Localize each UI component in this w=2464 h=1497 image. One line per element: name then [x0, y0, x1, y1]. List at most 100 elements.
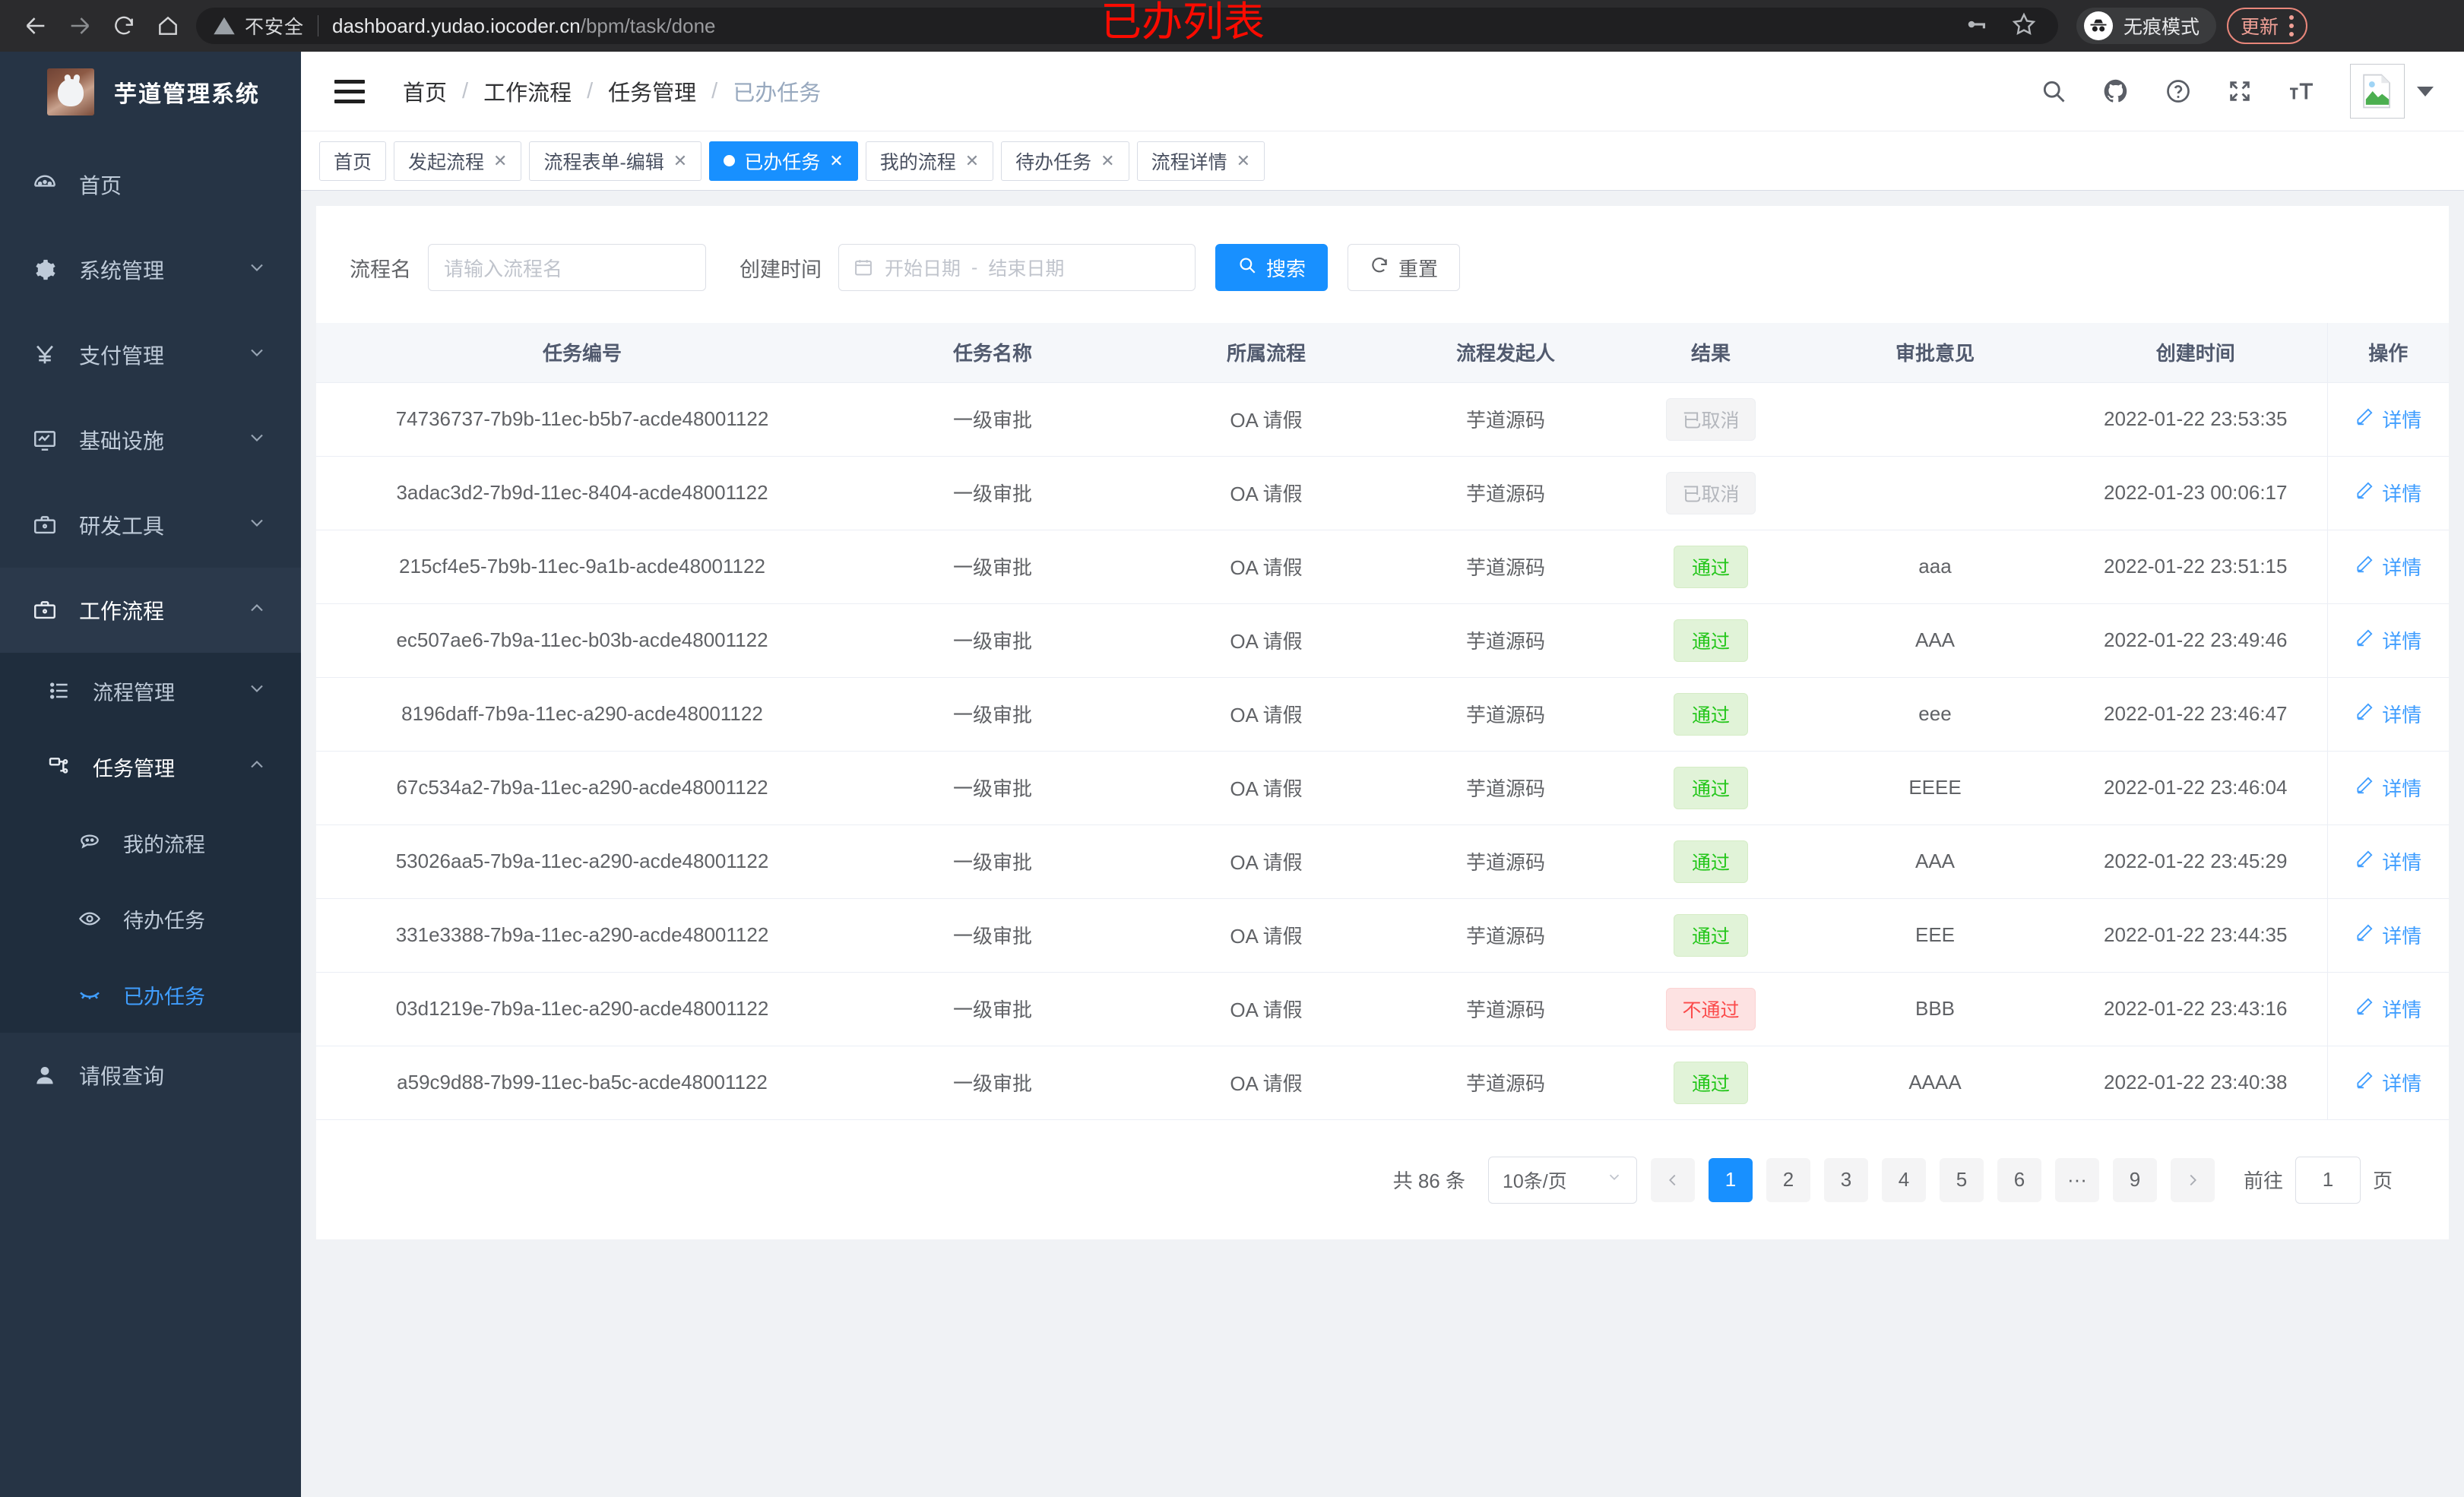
tab-start-process[interactable]: 发起流程 ✕ — [394, 141, 522, 181]
reload-icon[interactable] — [102, 4, 146, 48]
close-icon[interactable]: ✕ — [1101, 150, 1115, 170]
search-button[interactable]: 搜索 — [1215, 244, 1329, 291]
tab-process-form-edit[interactable]: 流程表单-编辑 ✕ — [529, 141, 702, 181]
breadcrumb-item-home[interactable]: 首页 — [403, 81, 448, 106]
pagination-next-button[interactable] — [2170, 1157, 2215, 1202]
sidebar-item-leave-query[interactable]: 请假查询 — [0, 1033, 301, 1118]
table-row[interactable]: 331e3388-7b9a-11ec-a290-acde48001122 一级审批… — [316, 898, 2449, 973]
cell-task-name: 一级审批 — [848, 972, 1137, 1046]
cell-task-name: 一级审批 — [848, 898, 1137, 973]
detail-link[interactable]: 详情 — [2355, 847, 2421, 875]
page-size-select[interactable]: 10条/页 — [1487, 1156, 1637, 1204]
tab-todo-task[interactable]: 待办任务 ✕ — [1001, 141, 1129, 181]
detail-link[interactable]: 详情 — [2355, 700, 2421, 728]
close-icon[interactable]: ✕ — [829, 150, 844, 170]
table-row[interactable]: 3adac3d2-7b9d-11ec-8404-acde48001122 一级审批… — [316, 456, 2449, 530]
sidebar-item-payment[interactable]: 支付管理 — [0, 312, 301, 397]
detail-link[interactable]: 详情 — [2355, 995, 2421, 1023]
cell-action: 详情 — [2326, 603, 2449, 678]
pagination-page-3[interactable]: 3 — [1823, 1157, 1868, 1202]
sidebar-item-label: 请假查询 — [79, 1065, 165, 1088]
detail-link[interactable]: 详情 — [2355, 1068, 2421, 1097]
sidebar-item-my-process[interactable]: 我的流程 — [0, 805, 301, 881]
reset-button[interactable]: 重置 — [1348, 244, 1461, 291]
sidebar-item-process-management[interactable]: 流程管理 — [0, 653, 301, 729]
password-key-icon[interactable] — [1964, 12, 1988, 40]
breadcrumb-item-task-management[interactable]: 任务管理 — [608, 81, 697, 106]
sidebar-item-label: 首页 — [79, 174, 122, 198]
update-button[interactable]: 更新 — [2227, 8, 2308, 44]
address-bar[interactable]: 不安全 dashboard.yudao.iocoder.cn/bpm/task/… — [196, 8, 2058, 44]
tab-my-process[interactable]: 我的流程 ✕ — [865, 141, 994, 181]
tab-process-detail[interactable]: 流程详情 ✕ — [1136, 141, 1265, 181]
close-icon[interactable]: ✕ — [673, 150, 688, 170]
cell-task-id: 53026aa5-7b9a-11ec-a290-acde48001122 — [316, 824, 848, 899]
sidebar-item-label: 流程管理 — [93, 681, 175, 704]
cell-task-name: 一级审批 — [848, 824, 1137, 899]
pagination-page-4[interactable]: 4 — [1881, 1157, 1926, 1202]
cell-created-time: 2022-01-22 23:49:46 — [2064, 603, 2327, 678]
kebab-menu-icon[interactable] — [2289, 15, 2295, 36]
font-size-icon[interactable] — [2288, 78, 2315, 105]
sidebar-item-todo-task[interactable]: 待办任务 — [0, 881, 301, 957]
table-row[interactable]: 03d1219e-7b9a-11ec-a290-acde48001122 一级审批… — [316, 972, 2449, 1046]
pagination-jump-input[interactable]: 1 — [2295, 1156, 2361, 1204]
bookmark-star-icon[interactable] — [2011, 11, 2037, 41]
cell-task-id: 215cf4e5-7b9b-11ec-9a1b-acde48001122 — [316, 530, 848, 604]
table-row[interactable]: ec507ae6-7b9a-11ec-b03b-acde48001122 一级审批… — [316, 603, 2449, 678]
sidebar-item-devtools[interactable]: 研发工具 — [0, 483, 301, 568]
sidebar-item-workflow[interactable]: 工作流程 — [0, 568, 301, 653]
detail-link[interactable]: 详情 — [2355, 479, 2421, 507]
pagination-page-9[interactable]: 9 — [2112, 1157, 2157, 1202]
table-row[interactable]: 74736737-7b9b-11ec-b5b7-acde48001122 一级审批… — [316, 382, 2449, 457]
table-row[interactable]: 8196daff-7b9a-11ec-a290-acde48001122 一级审批… — [316, 677, 2449, 752]
avatar[interactable] — [2350, 64, 2434, 119]
cell-action: 详情 — [2326, 824, 2449, 899]
table-row[interactable]: a59c9d88-7b99-11ec-ba5c-acde48001122 一级审批… — [316, 1046, 2449, 1120]
search-icon[interactable] — [2040, 78, 2067, 105]
table-row[interactable]: 53026aa5-7b9a-11ec-a290-acde48001122 一级审批… — [316, 824, 2449, 899]
sidebar-item-task-management[interactable]: 任务管理 — [0, 729, 301, 805]
close-icon[interactable]: ✕ — [1236, 150, 1251, 170]
cell-starter: 芋道源码 — [1395, 456, 1616, 530]
back-arrow-icon[interactable] — [14, 4, 58, 48]
cell-opinion: AAAA — [1806, 1046, 2064, 1120]
chevron-down-icon[interactable] — [2417, 86, 2434, 97]
pagination-page-6[interactable]: 6 — [1997, 1157, 2041, 1202]
process-name-input[interactable]: 请输入流程名 — [428, 244, 706, 291]
hamburger-menu-icon[interactable] — [334, 79, 369, 103]
fullscreen-icon[interactable] — [2227, 78, 2253, 104]
table-row[interactable]: 67c534a2-7b9a-11ec-a290-acde48001122 一级审批… — [316, 751, 2449, 825]
sidebar-item-home[interactable]: 首页 — [0, 142, 301, 227]
cell-action: 详情 — [2326, 1046, 2449, 1120]
detail-link[interactable]: 详情 — [2355, 774, 2421, 802]
close-icon[interactable]: ✕ — [493, 150, 508, 170]
dashboard-icon — [32, 172, 73, 198]
sidebar-item-infrastructure[interactable]: 基础设施 — [0, 397, 301, 483]
pagination-ellipsis[interactable]: ··· — [2054, 1157, 2099, 1202]
create-time-range-picker[interactable]: 开始日期 - 结束日期 — [838, 244, 1196, 291]
brand[interactable]: 芋道管理系统 — [0, 52, 301, 131]
list-icon — [47, 679, 87, 703]
sidebar-item-label: 待办任务 — [123, 909, 205, 932]
detail-link[interactable]: 详情 — [2355, 405, 2421, 433]
table-row[interactable]: 215cf4e5-7b9b-11ec-9a1b-acde48001122 一级审批… — [316, 530, 2449, 604]
detail-link[interactable]: 详情 — [2355, 552, 2421, 581]
help-circle-icon[interactable] — [2165, 78, 2192, 105]
breadcrumb-item-workflow[interactable]: 工作流程 — [483, 81, 572, 106]
close-icon[interactable]: ✕ — [964, 150, 980, 170]
sidebar-item-done-task[interactable]: 已办任务 — [0, 957, 301, 1033]
pagination-page-5[interactable]: 5 — [1939, 1157, 1984, 1202]
pagination-page-2[interactable]: 2 — [1766, 1157, 1810, 1202]
sidebar-item-system[interactable]: 系统管理 — [0, 227, 301, 312]
home-icon[interactable] — [146, 4, 190, 48]
tab-home[interactable]: 首页 — [319, 141, 387, 181]
detail-link[interactable]: 详情 — [2355, 626, 2421, 654]
pagination-prev-button[interactable] — [1650, 1157, 1695, 1202]
tab-done-task[interactable]: 已办任务 ✕ — [709, 141, 858, 181]
detail-link[interactable]: 详情 — [2355, 921, 2421, 949]
forward-arrow-icon[interactable] — [58, 4, 102, 48]
github-icon[interactable] — [2102, 78, 2130, 105]
incognito-indicator[interactable]: 无痕模式 — [2076, 8, 2217, 44]
pagination-page-1[interactable]: 1 — [1708, 1157, 1753, 1202]
